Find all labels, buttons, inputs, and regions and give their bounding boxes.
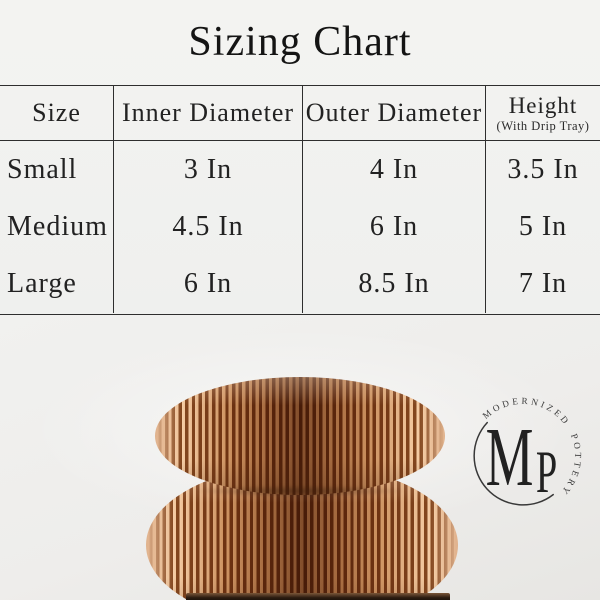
planter-top-section — [155, 377, 445, 495]
planter-waist-crease — [160, 483, 440, 499]
row-large-inner-diameter: 6 In — [113, 255, 302, 313]
sizing-table: Size Inner Diameter Outer Diameter Heigh… — [0, 85, 600, 315]
row-large-height: 7 In — [485, 255, 600, 313]
row-small-size-label: Small — [7, 153, 78, 185]
drip-tray-base — [186, 593, 450, 600]
page-title: Sizing Chart — [188, 19, 412, 65]
product-photo: MODERNIZED POTTERY M P — [0, 315, 600, 600]
column-header-outer-diameter: Outer Diameter — [302, 86, 485, 142]
row-medium-outer-diameter: 6 In — [302, 198, 485, 256]
row-medium-size-label: Medium — [7, 211, 108, 243]
row-medium-height: 5 In — [485, 198, 600, 256]
monogram-p: P — [536, 438, 557, 505]
sizing-table-grid: Size Inner Diameter Outer Diameter Heigh… — [0, 86, 600, 313]
row-small-height: 3.5 In — [485, 141, 600, 199]
row-large-size-label: Large — [7, 268, 77, 300]
row-medium-inner-diameter: 4.5 In — [113, 198, 302, 256]
height-header-subtitle: (With Drip Tray) — [496, 118, 590, 133]
row-large-outer-diameter: 8.5 In — [302, 255, 485, 313]
height-header-title: Height — [508, 92, 578, 118]
column-header-height: Height (With Drip Tray) — [485, 86, 600, 142]
logo-circle-arc — [473, 421, 554, 506]
modernized-pottery-logo: MODERNIZED POTTERY M P — [473, 396, 580, 506]
row-small-inner-diameter: 3 In — [113, 141, 302, 199]
monogram-m: M — [486, 411, 534, 504]
column-header-inner-diameter: Inner Diameter — [113, 86, 302, 142]
column-header-size: Size — [0, 86, 113, 142]
row-small-outer-diameter: 4 In — [302, 141, 485, 199]
